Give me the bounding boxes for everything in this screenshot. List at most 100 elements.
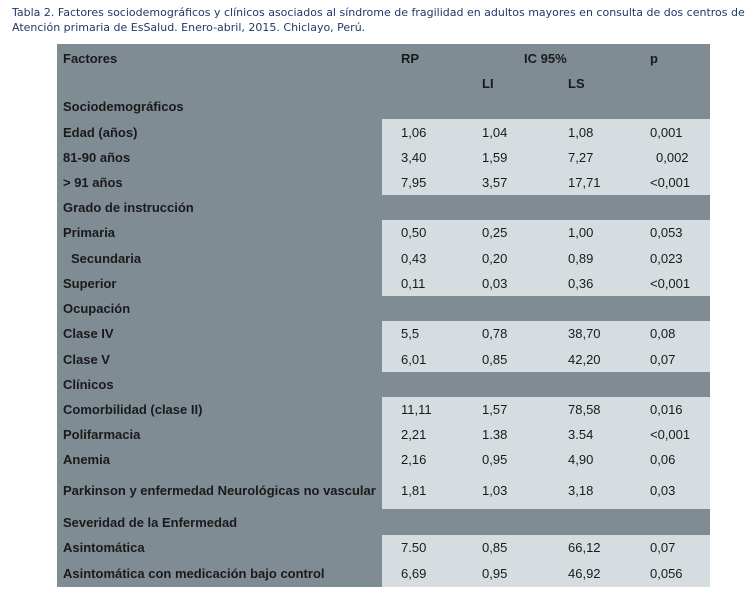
ls-value: 46,92: [568, 566, 601, 581]
factor-label: Clase V: [63, 351, 110, 367]
table-row: Secundaria 0,43 0,20 0,89 0,023: [57, 245, 710, 271]
value-cell-background: [382, 170, 710, 195]
p-value: <0,001: [650, 427, 691, 442]
table-row: Superior 0,11 0,03 0,36 <0,001: [57, 271, 710, 296]
table-row: Anemia 2,16 0,95 4,90 0,06: [57, 447, 710, 472]
section-row: Sociodemográficos: [57, 94, 710, 119]
rp-value: 5,5: [401, 326, 420, 341]
rp-value: 7,95: [401, 175, 427, 190]
table-caption: Tabla 2. Factores sociodemográficos y cl…: [12, 6, 745, 34]
p-value: <0,001: [650, 276, 691, 291]
factor-label: > 91 años: [63, 175, 123, 190]
ls-value: 3,18: [568, 483, 594, 498]
section-label: Sociodemográficos: [63, 99, 184, 114]
ls-value: 17,71: [568, 175, 601, 190]
p-value: <0,001: [650, 175, 691, 190]
rp-value: 3,40: [401, 150, 427, 165]
p-value: 0,023: [650, 250, 683, 266]
li-value: 0,95: [482, 452, 508, 467]
table-row: Asintomática con medicación bajo control…: [57, 560, 710, 587]
factor-label: Edad (años): [63, 124, 138, 140]
header-rp: RP: [401, 50, 420, 66]
ls-value: 4,90: [568, 452, 594, 467]
value-cell-background: [382, 271, 710, 296]
table-row: > 91 años 7,95 3,57 17,71 <0,001: [57, 170, 710, 195]
li-value: 1.38: [482, 427, 508, 442]
ls-value: 0,36: [568, 276, 594, 291]
factor-label: Clase IV: [63, 326, 114, 341]
rp-value: 1,06: [401, 124, 427, 140]
li-value: 0,85: [482, 351, 508, 367]
factor-label: Polifarmacia: [63, 427, 141, 442]
value-cell-background: [382, 422, 710, 447]
p-value: 0,056: [650, 566, 683, 581]
li-value: 1,57: [482, 402, 508, 417]
table-row: Primaria 0,50 0,25 1,00 0,053: [57, 220, 710, 245]
rp-value: 1,81: [401, 483, 427, 498]
value-cell-background: [382, 321, 710, 346]
value-cell-background: [382, 119, 710, 145]
header-ls: LS: [568, 75, 585, 91]
rp-value: 2,21: [401, 427, 427, 442]
ls-value: 38,70: [568, 326, 601, 341]
table-subheader-row: LI LS: [57, 72, 710, 94]
ls-value: 1,08: [568, 124, 594, 140]
value-cell-background: [382, 560, 710, 587]
factor-label: Primaria: [63, 225, 116, 240]
li-value: 0,20: [482, 250, 508, 266]
factor-label: Secundaria: [71, 250, 142, 266]
factor-label: Asintomática: [63, 540, 145, 555]
value-cell-background: [382, 245, 710, 271]
p-value: 0,06: [650, 452, 676, 467]
li-value: 0,03: [482, 276, 508, 291]
table-row: 81-90 años 3,40 1,59 7,27 0,002: [57, 145, 710, 170]
table-row: Polifarmacia 2,21 1.38 3.54 <0,001: [57, 422, 710, 447]
section-row: Ocupación: [57, 296, 710, 321]
factor-label: Superior: [63, 276, 117, 291]
rp-value: 0,50: [401, 225, 427, 240]
li-value: 0,95: [482, 566, 508, 581]
factor-label: Parkinson y enfermedad Neurológicas no v…: [63, 483, 376, 498]
value-cell-background: [382, 397, 710, 422]
header-p: p: [650, 50, 658, 66]
value-cell-background: [382, 145, 710, 170]
rp-value: 0,11: [401, 276, 426, 291]
value-cell-background: [382, 220, 710, 245]
p-value: 0,001: [650, 124, 683, 140]
section-label: Clínicos: [63, 377, 114, 392]
factor-label: Comorbilidad (clase II): [63, 402, 203, 417]
p-value: 0,002: [656, 150, 689, 165]
section-row: Clínicos: [57, 372, 710, 397]
p-value: 0,03: [650, 483, 676, 498]
value-cell-background: [382, 535, 710, 560]
section-label: Ocupación: [63, 301, 131, 316]
ls-value: 3.54: [568, 427, 594, 442]
ls-value: 66,12: [568, 540, 601, 555]
factor-label: Anemia: [63, 452, 110, 467]
rp-value: 0,43: [401, 250, 427, 266]
table-header-row: Factores RP IC 95% p: [57, 44, 710, 72]
rp-value: 11,11: [401, 402, 432, 417]
value-cell-background: [382, 447, 710, 472]
ls-value: 78,58: [568, 402, 601, 417]
table-row: Edad (años) 1,06 1,04 1,08 0,001: [57, 119, 710, 145]
value-cell-background: [382, 472, 710, 509]
ls-value: 42,20: [568, 351, 601, 367]
ls-value: 0,89: [568, 250, 594, 266]
results-table: Factores RP IC 95% p LI LS Sociodemográf…: [57, 44, 710, 587]
table-row: Clase V 6,01 0,85 42,20 0,07: [57, 346, 710, 372]
rp-value: 6,01: [401, 351, 427, 367]
p-value: 0,07: [650, 540, 676, 555]
li-value: 1,03: [482, 483, 508, 498]
li-value: 1,04: [482, 124, 508, 140]
factor-label: 81-90 años: [63, 150, 131, 165]
ls-value: 1,00: [568, 225, 594, 240]
li-value: 3,57: [482, 175, 508, 190]
li-value: 0,25: [482, 225, 508, 240]
table-row: Comorbilidad (clase II) 11,11 1,57 78,58 0,0…: [57, 397, 710, 422]
p-value: 0,08: [650, 326, 676, 341]
section-label: Severidad de la Enfermedad: [63, 514, 238, 530]
p-value: 0,016: [650, 402, 683, 417]
header-li: LI: [482, 75, 494, 91]
rp-value: 2,16: [401, 452, 427, 467]
